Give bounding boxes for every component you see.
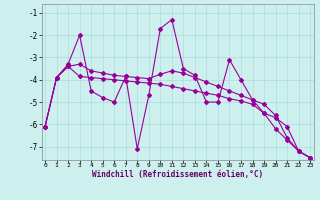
X-axis label: Windchill (Refroidissement éolien,°C): Windchill (Refroidissement éolien,°C) <box>92 170 263 179</box>
